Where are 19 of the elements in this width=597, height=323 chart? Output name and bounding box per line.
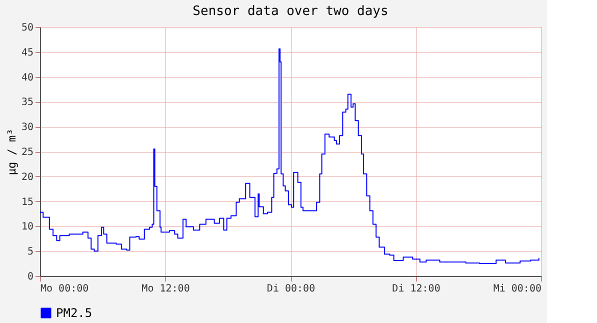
y-tick-label: 15	[21, 196, 34, 208]
x-tick-label: Di 00:00	[266, 284, 316, 294]
x-tick-label: Mi 00:00	[493, 284, 542, 294]
chart-title: Sensor data over two days	[192, 4, 388, 19]
x-tick-label: Di 12:00	[392, 284, 440, 294]
y-tick-label: 25	[21, 147, 34, 158]
y-tick-label: 20	[21, 172, 34, 183]
y-tick-label: 35	[21, 97, 34, 108]
y-tick-label: 50	[21, 22, 34, 34]
x-tick-label: Mo 00:00	[40, 284, 89, 294]
y-tick-label: 45	[21, 47, 34, 58]
legend-label: PM2.5	[56, 306, 92, 320]
x-tick-label: Mo 12:00	[142, 284, 190, 294]
y-tick-label: 10	[21, 222, 34, 233]
y-tick-label: 40	[21, 72, 34, 84]
y-axis-title: µg / m³	[5, 128, 18, 176]
y-tick-label: 30	[21, 122, 34, 134]
y-tick-label: 0	[27, 272, 34, 282]
y-tick-label: 5	[27, 246, 34, 258]
